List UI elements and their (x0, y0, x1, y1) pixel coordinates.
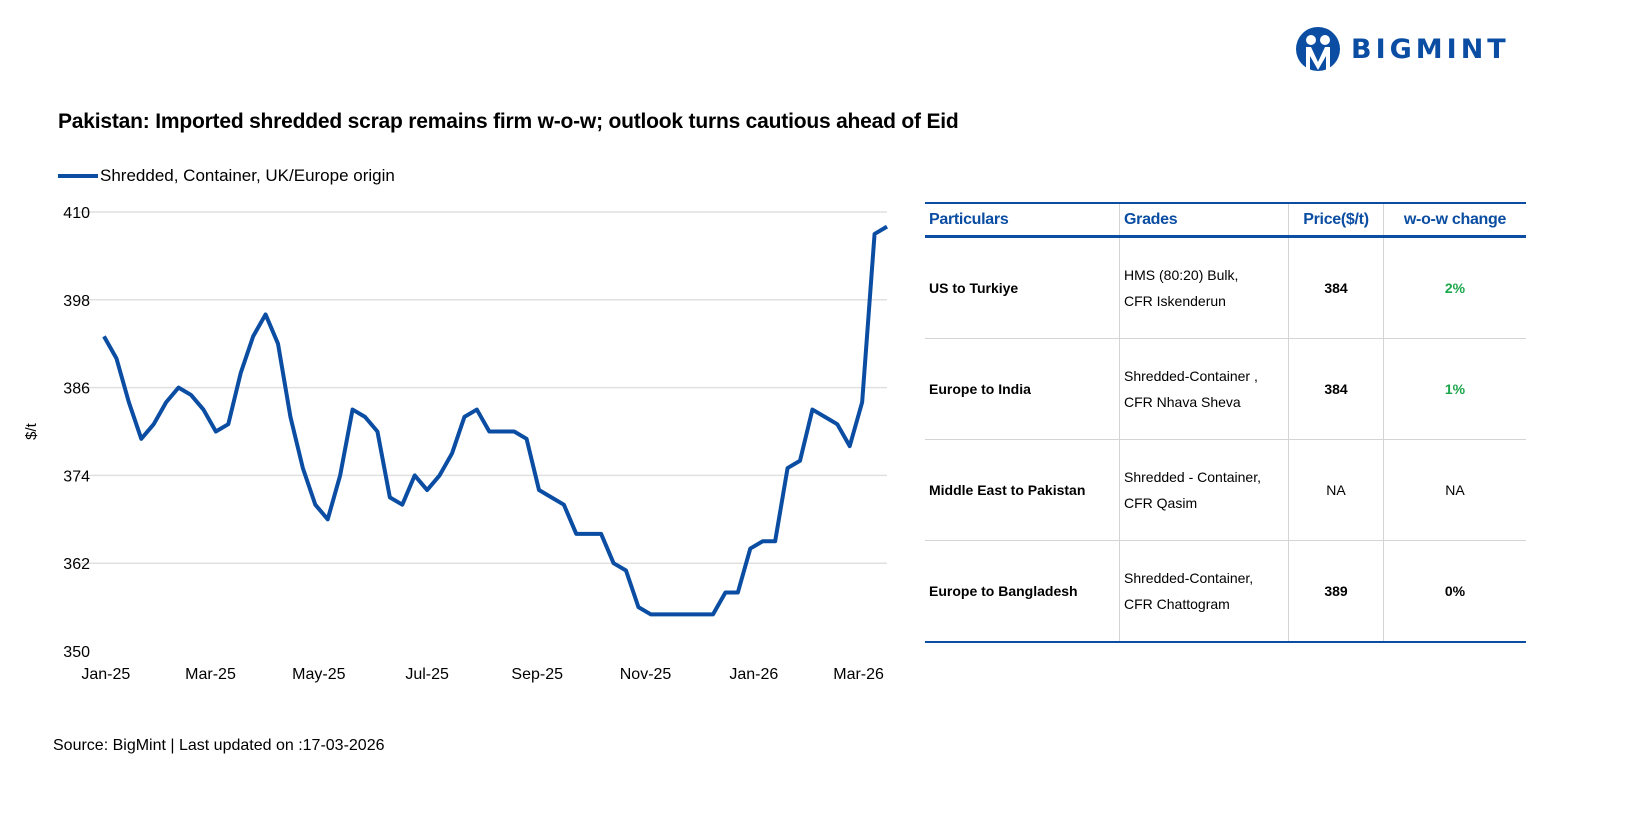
cell-grade: Shredded - Container, CFR Qasim (1119, 439, 1289, 541)
header-change: w-o-w change (1383, 202, 1526, 238)
legend-label: Shredded, Container, UK/Europe origin (100, 166, 395, 185)
grade-line: Shredded-Container , (1124, 368, 1258, 384)
y-tick-label: 410 (63, 205, 90, 222)
cell-change: NA (1383, 439, 1526, 541)
cell-change: 0% (1383, 540, 1526, 643)
cell-particulars: Europe to India (925, 338, 1120, 440)
y-tick-label: 362 (63, 556, 90, 573)
cell-grade: Shredded-Container , CFR Nhava Sheva (1119, 338, 1289, 440)
cell-particulars: US to Turkiye (925, 236, 1120, 339)
y-tick-label: 398 (63, 293, 90, 310)
price-table: Particulars Grades Price($/t) w-o-w chan… (925, 202, 1526, 643)
x-tick-label: Mar-26 (833, 666, 884, 683)
legend-swatch (58, 174, 98, 178)
table-row: US to Turkiye HMS (80:20) Bulk, CFR Iskend… (925, 236, 1526, 339)
cell-price: NA (1288, 439, 1384, 541)
header-grades: Grades (1119, 202, 1289, 238)
grade-line: HMS (80:20) Bulk, (1124, 267, 1239, 283)
grade-line: Shredded - Container, (1124, 469, 1261, 485)
cell-grade: Shredded-Container, CFR Chattogram (1119, 540, 1289, 643)
table-row: Europe to Bangladesh Shredded-Container, C… (925, 540, 1526, 643)
cell-price: 384 (1288, 338, 1384, 440)
y-tick-label: 386 (63, 381, 90, 398)
grade-line: CFR Nhava Sheva (1124, 394, 1241, 410)
cell-change: 1% (1383, 338, 1526, 440)
cell-particulars: Middle East to Pakistan (925, 439, 1120, 541)
grade-line: CFR Qasim (1124, 495, 1198, 511)
bigmint-logo: BIGMINT (1295, 26, 1510, 72)
cell-price: 384 (1288, 236, 1384, 339)
y-axis-label: $/t (23, 422, 40, 440)
cell-particulars: Europe to Bangladesh (925, 540, 1120, 643)
x-tick-label: Jul-25 (405, 666, 449, 683)
header-price: Price($/t) (1288, 202, 1384, 238)
x-tick-label: Jan-26 (729, 666, 778, 683)
table-row: Middle East to Pakistan Shredded - Contai… (925, 439, 1526, 541)
header-particulars: Particulars (925, 202, 1120, 238)
series-line (102, 224, 889, 617)
grade-line: CFR Iskenderun (1124, 293, 1226, 309)
cell-grade: HMS (80:20) Bulk, CFR Iskenderun (1119, 236, 1289, 339)
y-tick-label: 374 (63, 468, 90, 485)
grade-line: Shredded-Container, (1124, 570, 1254, 586)
table-header-row: Particulars Grades Price($/t) w-o-w chan… (925, 202, 1526, 238)
source-note: Source: BigMint | Last updated on :17-03… (53, 737, 385, 754)
x-tick-label: Jan-25 (81, 666, 130, 683)
page-title: Pakistan: Imported shredded scrap remain… (58, 110, 959, 133)
x-tick-label: Sep-25 (511, 666, 563, 683)
line-chart: 350 362 374 386 398 410 Jan-25 Mar-25 May-25 Jul-… (23, 205, 889, 683)
bigmint-logo-icon (1296, 27, 1340, 71)
cell-change: 2% (1383, 236, 1526, 339)
y-tick-label: 350 (63, 644, 90, 661)
x-tick-label: Mar-25 (185, 666, 236, 683)
chart-legend: Shredded, Container, UK/Europe origin (58, 166, 395, 186)
table-row: Europe to India Shredded-Container , CFR N… (925, 338, 1526, 440)
x-tick-label: May-25 (292, 666, 345, 683)
grade-line: CFR Chattogram (1124, 596, 1230, 612)
logo-text: BIGMINT (1351, 33, 1510, 65)
x-tick-label: Nov-25 (620, 666, 672, 683)
cell-price: 389 (1288, 540, 1384, 643)
